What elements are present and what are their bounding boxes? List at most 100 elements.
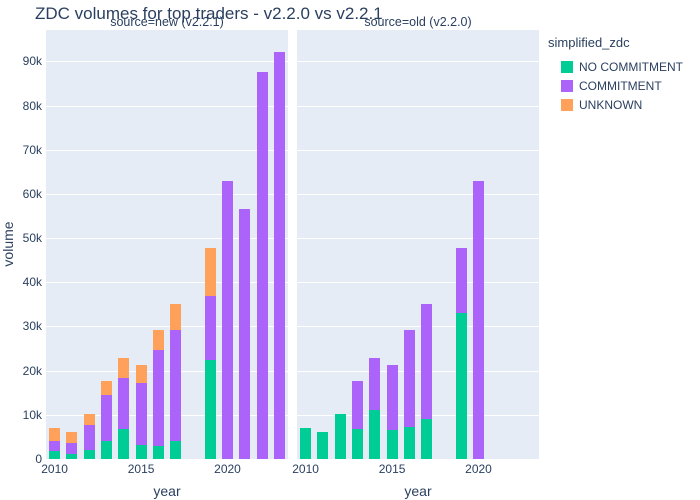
- y-tick-label: 60k: [22, 186, 42, 201]
- bar-2017-commitment[interactable]: [421, 304, 433, 419]
- bar-2015-commitment[interactable]: [135, 383, 147, 445]
- bar-2017-unknown[interactable]: [170, 304, 182, 330]
- gridline: [46, 105, 288, 107]
- gridline: [46, 326, 288, 328]
- bar-2014-no-commitment[interactable]: [369, 410, 381, 459]
- facet-label-old: source=old (v2.2.0): [364, 15, 472, 29]
- bar-2012-no-commitment[interactable]: [334, 414, 346, 459]
- gridline: [297, 105, 539, 107]
- legend-item-unknown[interactable]: UNKNOWN: [548, 95, 698, 114]
- gridline: [46, 282, 288, 284]
- bar-2014-no-commitment[interactable]: [118, 429, 130, 459]
- y-tick-label: 50k: [22, 231, 42, 246]
- bar-2014-unknown[interactable]: [118, 358, 130, 378]
- bar-2022-commitment[interactable]: [256, 71, 268, 459]
- legend-swatch-unknown: [561, 98, 573, 111]
- bar-2012-unknown[interactable]: [83, 414, 95, 425]
- bar-2010-no-commitment[interactable]: [49, 451, 61, 459]
- bar-2013-commitment[interactable]: [352, 381, 363, 429]
- gridline: [297, 326, 539, 328]
- bar-2019-commitment[interactable]: [204, 295, 216, 360]
- bar-2011-unknown[interactable]: [66, 431, 78, 444]
- gridline: [46, 238, 288, 240]
- bar-2015-commitment[interactable]: [386, 365, 398, 430]
- y-tick-label: 40k: [22, 275, 42, 290]
- bar-2012-commitment[interactable]: [83, 424, 95, 451]
- gridline: [297, 61, 539, 63]
- bar-2019-commitment[interactable]: [455, 248, 467, 313]
- bar-2012-no-commitment[interactable]: [83, 450, 95, 459]
- bar-2017-no-commitment[interactable]: [170, 440, 182, 459]
- x-axis-title-old: year: [404, 483, 432, 499]
- bar-2015-no-commitment[interactable]: [135, 444, 147, 459]
- bar-2017-commitment[interactable]: [170, 330, 182, 441]
- bar-2011-commitment[interactable]: [66, 443, 78, 454]
- facet-label-new: source=new (v2.2.1): [110, 15, 224, 29]
- legend-item-no-commitment[interactable]: NO COMMITMENT: [548, 57, 698, 76]
- bar-2013-no-commitment[interactable]: [352, 428, 363, 459]
- bar-2013-no-commitment[interactable]: [101, 440, 112, 459]
- x-tick-label: 2015: [127, 462, 155, 476]
- bar-2021-commitment[interactable]: [239, 209, 251, 459]
- gridline: [46, 61, 288, 63]
- bar-2019-no-commitment[interactable]: [455, 312, 467, 459]
- bar-2010-no-commitment[interactable]: [300, 427, 312, 459]
- bar-2014-commitment[interactable]: [369, 358, 381, 411]
- legend-label-unknown: UNKNOWN: [579, 97, 643, 112]
- gridline: [46, 193, 288, 195]
- y-tick-label: 80k: [22, 98, 42, 113]
- gridline: [297, 149, 539, 151]
- x-tick-label: 2020: [465, 462, 492, 476]
- gridline: [297, 193, 539, 195]
- legend: simplified_zdc NO COMMITMENT COMMITMENT …: [548, 35, 698, 114]
- bar-2016-no-commitment[interactable]: [403, 427, 415, 459]
- plot-area-old: [297, 30, 539, 459]
- bar-2016-unknown[interactable]: [152, 330, 164, 351]
- y-tick-label: 0: [35, 452, 42, 466]
- bar-2013-commitment[interactable]: [101, 395, 112, 441]
- gridline: [297, 238, 539, 240]
- bar-2019-no-commitment[interactable]: [204, 360, 216, 459]
- x-tick-label: 2010: [41, 462, 68, 476]
- legend-title: simplified_zdc: [548, 35, 630, 50]
- y-tick-label: 20k: [22, 363, 42, 378]
- plot-area-new: [46, 30, 288, 459]
- bar-2017-no-commitment[interactable]: [421, 418, 433, 459]
- legend-swatch-commitment: [561, 79, 573, 92]
- legend-label-commitment: COMMITMENT: [579, 78, 662, 93]
- chart-title: ZDC volumes for top traders - v2.2.0 vs …: [35, 4, 383, 23]
- bar-2014-commitment[interactable]: [118, 377, 130, 430]
- gridline: [297, 414, 539, 416]
- bar-2016-commitment[interactable]: [152, 350, 164, 447]
- bar-2023-commitment[interactable]: [273, 52, 285, 459]
- bar-2013-unknown[interactable]: [101, 381, 112, 396]
- x-tick-label: 2015: [378, 462, 406, 476]
- gridline: [297, 282, 539, 284]
- x-tick-label: 2020: [214, 462, 241, 476]
- bar-2020-commitment[interactable]: [222, 180, 233, 459]
- bar-2015-unknown[interactable]: [135, 365, 147, 383]
- bar-2011-no-commitment[interactable]: [66, 453, 78, 459]
- gridline: [46, 370, 288, 372]
- y-tick-label: 30k: [22, 319, 42, 334]
- bar-2010-unknown[interactable]: [49, 427, 61, 442]
- x-axis-title-new: year: [153, 483, 181, 499]
- gridline: [46, 414, 288, 416]
- bar-2010-commitment[interactable]: [49, 441, 61, 451]
- x-tick-label: 2010: [292, 462, 319, 476]
- gridline: [297, 370, 539, 372]
- y-tick-label: 70k: [22, 142, 42, 157]
- bar-2020-commitment[interactable]: [473, 180, 484, 459]
- legend-swatch-no-commitment: [561, 60, 573, 73]
- y-tick-label: 90k: [22, 54, 42, 69]
- bar-2015-no-commitment[interactable]: [386, 429, 398, 459]
- y-tick-label: 10k: [22, 407, 42, 422]
- gridline: [46, 149, 288, 151]
- bar-2016-commitment[interactable]: [403, 330, 415, 428]
- legend-item-commitment[interactable]: COMMITMENT: [548, 76, 698, 95]
- legend-label-no-commitment: NO COMMITMENT: [579, 59, 683, 74]
- bar-2016-no-commitment[interactable]: [152, 446, 164, 459]
- bar-2019-unknown[interactable]: [204, 248, 216, 296]
- bar-2011-no-commitment[interactable]: [317, 431, 329, 459]
